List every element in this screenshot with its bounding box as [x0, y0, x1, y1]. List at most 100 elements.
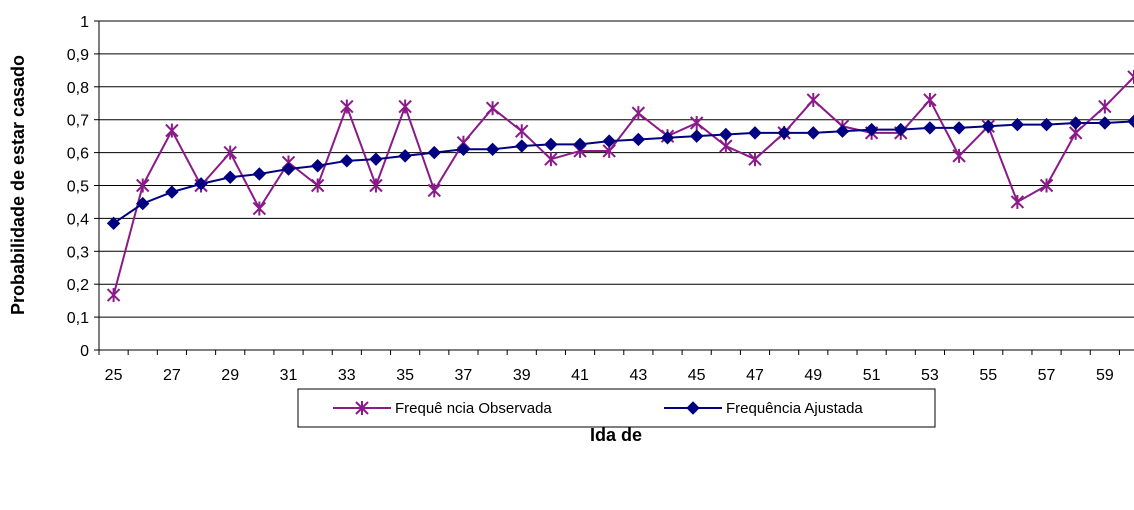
- adjusted-point: [456, 142, 471, 157]
- x-tick-label: 35: [396, 367, 414, 384]
- y-tick-label: 0,1: [67, 310, 89, 327]
- adjusted-point: [544, 137, 558, 152]
- adjusted-point: [485, 142, 500, 157]
- series-line: [113, 120, 1134, 225]
- observed-point: [165, 123, 179, 138]
- x-tick-label: 33: [338, 367, 356, 384]
- series-adjusted: [106, 114, 1134, 231]
- adjusted-point: [631, 132, 646, 147]
- adjusted-point: [981, 119, 995, 133]
- x-tick-label: 39: [513, 367, 531, 384]
- observed-point: [1098, 99, 1112, 114]
- adjusted-point: [106, 216, 121, 231]
- observed-point: [748, 152, 762, 167]
- observed-point: [1127, 69, 1134, 84]
- observed-point: [398, 99, 412, 114]
- observed-point: [106, 288, 121, 303]
- adjusted-point: [777, 126, 791, 140]
- adjusted-point: [369, 152, 383, 166]
- x-tick-label: 57: [1038, 367, 1056, 384]
- adjusted-point: [748, 126, 762, 140]
- observed-point: [689, 115, 704, 130]
- x-tick-label: 45: [688, 367, 706, 384]
- y-tick-label: 0,3: [67, 244, 89, 261]
- legend-item: Frequência Ajustada: [664, 400, 863, 417]
- adjusted-point: [660, 131, 675, 145]
- adjusted-point: [1098, 116, 1112, 130]
- adjusted-point: [1039, 117, 1054, 132]
- x-tick-label: 49: [804, 367, 822, 384]
- observed-point: [806, 92, 821, 107]
- adjusted-point: [427, 145, 441, 160]
- x-tick-label: 29: [221, 367, 239, 384]
- observed-point: [136, 178, 150, 193]
- adjusted-point: [689, 129, 704, 143]
- legend-label: Frequência Ajustada: [726, 400, 863, 417]
- legend-box: [297, 388, 936, 428]
- adjusted-point: [806, 126, 821, 140]
- legend: Frequê ncia Observada Frequência Ajustada: [297, 388, 936, 428]
- y-tick-label: 0,4: [67, 211, 89, 228]
- y-tick-label: 0,9: [67, 47, 89, 64]
- x-tick-label: 27: [163, 367, 181, 384]
- x-tick-label: 41: [571, 367, 589, 384]
- adjusted-point: [136, 196, 150, 211]
- observed-point: [369, 178, 383, 193]
- adjusted-point: [952, 121, 966, 135]
- y-tick-label: 0: [80, 343, 89, 360]
- series-layer: [106, 69, 1134, 303]
- x-axis-title: Ida de: [590, 425, 642, 445]
- observed-point: [1039, 178, 1054, 193]
- observed-point: [355, 401, 369, 415]
- observed-point: [252, 201, 267, 216]
- adjusted-point: [1068, 116, 1083, 130]
- adjusted-point: [835, 124, 850, 138]
- y-axis-title: Probabilidade de estar casado: [8, 55, 28, 315]
- observed-point: [485, 101, 500, 116]
- adjusted-point: [194, 177, 208, 191]
- observed-point: [952, 148, 966, 163]
- adjusted-point: [252, 167, 267, 181]
- adjusted-point: [923, 121, 937, 135]
- y-tick-label: 0,6: [67, 146, 89, 163]
- x-tick-label: 31: [280, 367, 298, 384]
- x-tick-label: 53: [921, 367, 939, 384]
- observed-point: [719, 139, 733, 154]
- x-tick-label: 43: [629, 367, 647, 384]
- observed-point: [1010, 194, 1025, 209]
- adjusted-point: [719, 127, 733, 142]
- adjusted-point: [1127, 114, 1134, 129]
- adjusted-point: [398, 149, 412, 163]
- observed-point: [427, 183, 441, 198]
- x-tick-label: 51: [863, 367, 881, 384]
- gridlines: [99, 20, 1134, 318]
- x-tick-label: 25: [105, 367, 123, 384]
- observed-point: [544, 152, 558, 167]
- observed-point: [515, 124, 529, 139]
- y-tick-label: 0,7: [67, 113, 89, 130]
- x-tick-label: 59: [1096, 367, 1114, 384]
- legend-item: Frequê ncia Observada: [333, 400, 552, 417]
- adjusted-point: [223, 170, 237, 184]
- y-tick-label: 1: [80, 14, 89, 31]
- observed-point: [340, 99, 354, 114]
- adjusted-point: [1010, 117, 1025, 132]
- adjusted-point: [310, 159, 325, 173]
- adjusted-point: [573, 137, 587, 152]
- x-tick-label: 47: [746, 367, 764, 384]
- y-tick-label: 0,8: [67, 80, 89, 97]
- y-tick-label: 0,5: [67, 179, 89, 196]
- adjusted-point: [340, 154, 354, 168]
- observed-point: [631, 106, 646, 121]
- x-tick-label: 55: [979, 367, 997, 384]
- adjusted-point: [165, 185, 179, 199]
- adjusted-point: [686, 401, 700, 415]
- adjusted-point: [281, 162, 296, 176]
- x-tick-label: 37: [455, 367, 473, 384]
- observed-point: [923, 92, 937, 107]
- adjusted-point: [894, 122, 908, 137]
- adjusted-point: [864, 122, 879, 137]
- y-tick-label: 0,2: [67, 277, 89, 294]
- legend-label: Frequê ncia Observada: [395, 400, 552, 417]
- adjusted-point: [602, 134, 616, 148]
